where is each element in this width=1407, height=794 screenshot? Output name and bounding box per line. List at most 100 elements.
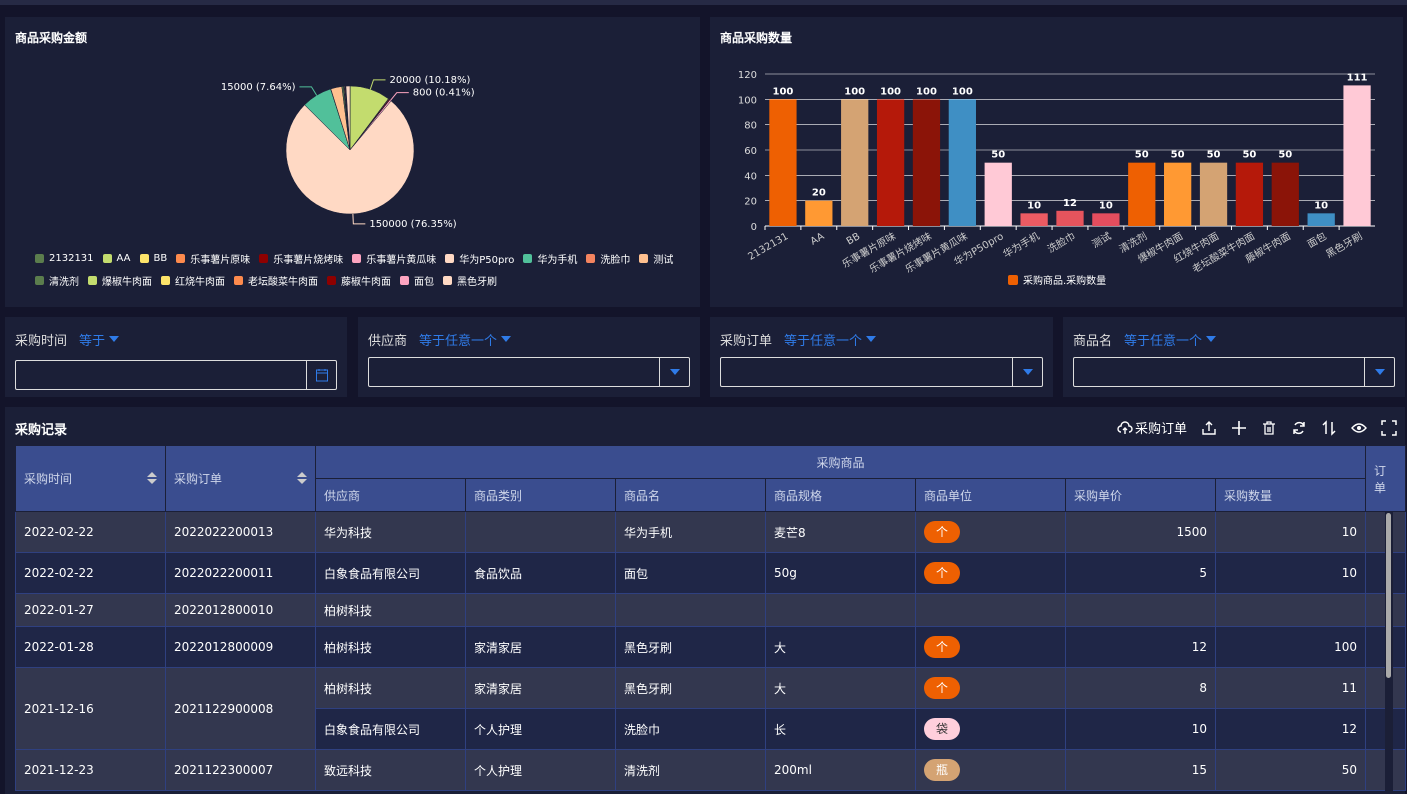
fullscreen-icon[interactable] xyxy=(1381,419,1397,436)
bar-data-label: 100 xyxy=(880,86,901,97)
filter-3: 商品名 等于任意一个 xyxy=(1063,317,1405,397)
legend-item[interactable]: 藤椒牛肉面 xyxy=(327,269,391,291)
eye-icon[interactable] xyxy=(1351,420,1367,436)
filter-operator[interactable]: 等于 xyxy=(79,330,119,349)
add-icon[interactable] xyxy=(1231,420,1247,436)
table-row[interactable]: 2022-01-27 2022012800010 柏树科技 xyxy=(15,593,1407,627)
legend-item[interactable]: 爆椒牛肉面 xyxy=(88,269,152,291)
dropdown-button[interactable] xyxy=(1012,358,1042,386)
legend-item[interactable]: 红烧牛肉面 xyxy=(161,269,225,291)
legend-item[interactable]: 华为手机 xyxy=(523,247,577,269)
header-order[interactable]: 采购订单 xyxy=(165,445,316,512)
header-time[interactable]: 采购时间 xyxy=(15,445,166,512)
bar[interactable] xyxy=(912,99,941,226)
bar-data-label: 100 xyxy=(952,86,973,97)
cell-spec-text: 大 xyxy=(774,640,787,655)
legend-item[interactable]: 测试 xyxy=(639,247,673,269)
bar[interactable] xyxy=(841,99,869,226)
legend-item[interactable]: 面包 xyxy=(400,269,434,291)
bar[interactable] xyxy=(1092,213,1120,226)
cell-qty xyxy=(1214,593,1367,627)
cell-name: 华为手机 xyxy=(615,511,766,553)
table-row[interactable]: 2022-01-28 2022012800009 柏树科技 家清家居 黑色牙刷 大 个 12 1… xyxy=(15,626,1407,668)
bar[interactable] xyxy=(769,99,797,226)
table-row[interactable]: 2021-12-16 2021122900008 柏树科技 家清家居 黑色牙刷 大 个 8 11 xyxy=(15,667,1407,750)
records-title: 采购记录 xyxy=(15,423,68,438)
cell-spec: 200ml xyxy=(765,749,916,791)
table-row[interactable]: 2022-02-22 2022022200013 华为科技 华为手机 麦芒8 个 1500 1… xyxy=(15,511,1407,553)
bar[interactable] xyxy=(1235,162,1264,226)
cell-spec: 50g xyxy=(765,552,916,594)
cell-price: 12 xyxy=(1065,626,1216,668)
sort-icon[interactable] xyxy=(297,472,307,484)
bar[interactable] xyxy=(1128,162,1156,226)
legend-label: 老坛酸菜牛肉面 xyxy=(248,276,318,288)
refresh-icon[interactable] xyxy=(1291,420,1307,436)
legend-label[interactable]: 采购商品.采购数量 xyxy=(1023,274,1106,287)
pie-data-label: 20000 (10.18%) xyxy=(389,75,470,86)
calendar-icon xyxy=(315,369,328,382)
delete-icon[interactable] xyxy=(1261,420,1277,436)
legend-item[interactable]: 2132131 xyxy=(35,247,94,269)
filter-input[interactable] xyxy=(368,357,690,387)
legend-item[interactable]: 华为P50pro xyxy=(445,247,514,269)
filter-operator[interactable]: 等于任意一个 xyxy=(784,330,876,349)
pie-slice[interactable] xyxy=(345,85,351,151)
bar[interactable] xyxy=(805,200,833,226)
legend-item[interactable]: 乐事薯片原味 xyxy=(176,247,250,269)
caret-down-icon xyxy=(1374,369,1385,380)
bar[interactable] xyxy=(1199,162,1228,226)
cell-qty-text: 10 xyxy=(1341,525,1358,539)
cell-time: 2022-02-22 xyxy=(15,511,166,553)
cell-unit: 个 xyxy=(915,552,1066,594)
y-tick-label: 120 xyxy=(738,70,757,81)
bar[interactable] xyxy=(984,162,1012,226)
legend-item[interactable]: 乐事薯片黄瓜味 xyxy=(352,247,436,269)
legend-item[interactable]: BB xyxy=(139,247,167,269)
bar[interactable] xyxy=(1164,162,1192,226)
sort-icon[interactable] xyxy=(147,472,157,484)
dropdown-button[interactable] xyxy=(1364,358,1394,386)
cell-price: 5 xyxy=(1065,552,1216,594)
legend-item[interactable]: 洗脸巾 xyxy=(586,247,630,269)
bar[interactable] xyxy=(1307,213,1335,226)
cell-spec xyxy=(765,593,916,627)
cell-unit: 个 xyxy=(915,511,1066,553)
table-row[interactable]: 2022-02-22 2022022200011 白象食品有限公司 食品饮品 面包 50g… xyxy=(15,552,1407,594)
pie-label-line xyxy=(390,92,409,101)
cell-qty-text: 12 xyxy=(1341,722,1358,736)
bar[interactable] xyxy=(876,99,905,226)
cell-time-text: 2022-01-28 xyxy=(24,640,94,654)
bar[interactable] xyxy=(1056,210,1084,226)
legend-item[interactable]: 黑色牙刷 xyxy=(443,269,497,291)
export-icon[interactable] xyxy=(1201,420,1217,436)
filter-operator[interactable]: 等于任意一个 xyxy=(419,330,511,349)
bar-chart-title: 商品采购数量 xyxy=(720,31,793,45)
bar[interactable] xyxy=(1271,162,1299,226)
scrollbar-thumb[interactable] xyxy=(1386,513,1391,678)
table-row[interactable]: 白象食品有限公司 个人护理 洗脸巾 长 袋 10 12 xyxy=(16,708,1407,750)
bar[interactable] xyxy=(1020,213,1048,226)
filter-operator[interactable]: 等于任意一个 xyxy=(1124,330,1216,349)
legend-item[interactable]: 乐事薯片烧烤味 xyxy=(259,247,343,269)
bar[interactable] xyxy=(948,99,976,226)
legend-swatch xyxy=(161,275,170,285)
pie-slice[interactable] xyxy=(285,100,415,215)
caret-down-icon xyxy=(669,369,680,380)
filter-input[interactable] xyxy=(720,357,1043,387)
legend-item[interactable]: 老坛酸菜牛肉面 xyxy=(234,269,318,291)
calendar-button[interactable] xyxy=(306,361,336,389)
table-row[interactable]: 2021-12-23 2021122300007 致远科技 个人护理 清洗剂 200ml 瓶… xyxy=(15,749,1407,791)
upload-order-button[interactable]: 采购订单 xyxy=(1117,418,1187,437)
bar-data-label: 100 xyxy=(844,86,865,97)
filter-input[interactable] xyxy=(15,360,337,390)
filter-input[interactable] xyxy=(1073,357,1395,387)
legend-item[interactable]: 清洗剂 xyxy=(35,269,79,291)
dropdown-button[interactable] xyxy=(659,358,689,386)
bar-data-label: 50 xyxy=(1278,150,1292,161)
bar[interactable] xyxy=(1343,85,1371,227)
records-table: 采购时间 采购订单 采购商品 订单 供应商 商品类别 商品名 商品规格 商品单位… xyxy=(15,445,1407,791)
sort-icon[interactable] xyxy=(1321,419,1337,436)
cell-supplier-text: 华为科技 xyxy=(324,525,373,540)
legend-item[interactable]: AA xyxy=(102,247,131,269)
